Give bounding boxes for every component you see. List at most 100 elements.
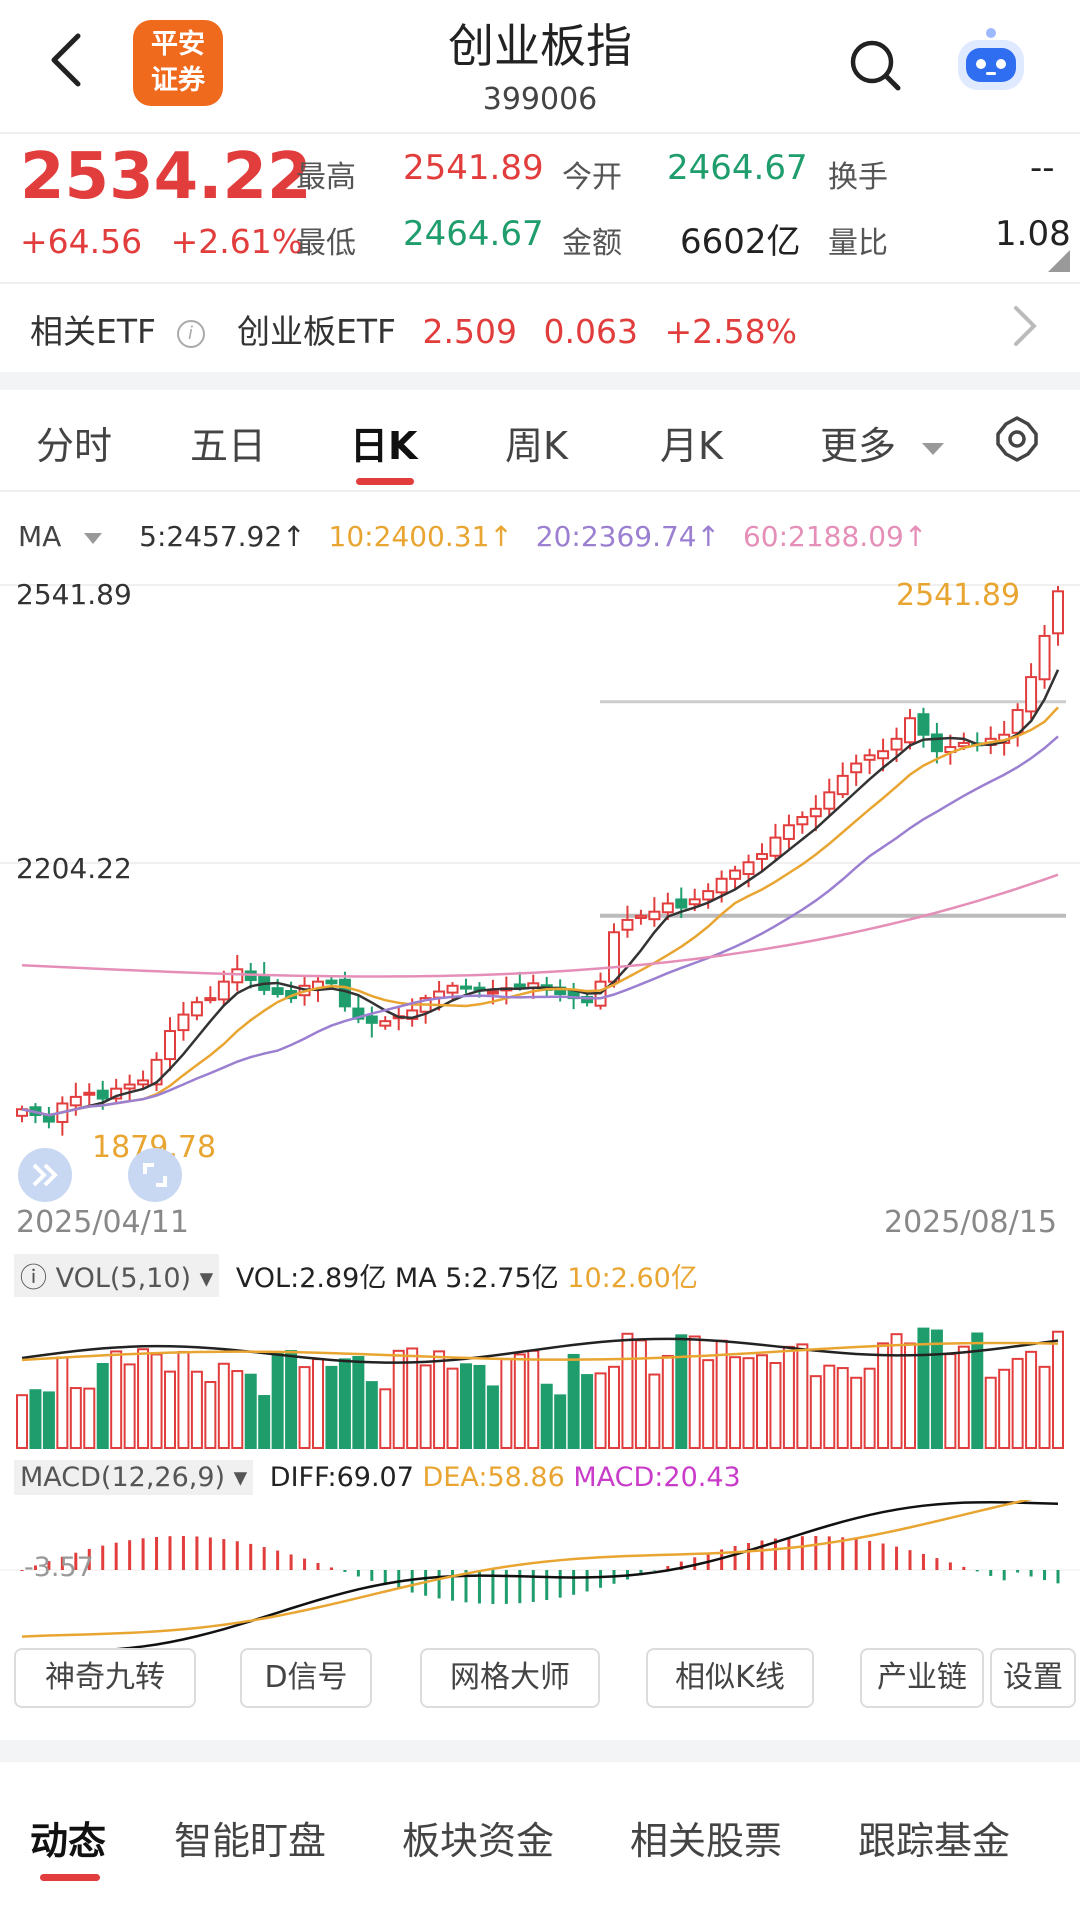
macd-indicator-selector[interactable]: MACD(12,26,9) ▾	[14, 1460, 254, 1495]
macd-histogram-bar	[141, 1538, 145, 1570]
volume-bar	[957, 1345, 970, 1449]
volume-bar	[621, 1332, 634, 1450]
high-value: 2541.89	[403, 148, 544, 188]
high-label: 最高	[296, 160, 356, 195]
macd-histogram-bar	[383, 1570, 387, 1586]
ma-selector[interactable]: MA	[18, 520, 116, 553]
etf-change: 0.063	[543, 312, 638, 351]
volume-bar	[365, 1381, 378, 1449]
chevron-right-icon[interactable]	[1010, 304, 1040, 348]
tool-similar-k[interactable]: 相似K线	[646, 1648, 814, 1708]
scroll-left-button[interactable]	[18, 1148, 72, 1202]
candle-body	[217, 980, 230, 1001]
macd-histogram-bar	[558, 1570, 562, 1598]
etf-name: 创业板ETF	[237, 312, 396, 351]
volume-bar	[392, 1349, 405, 1450]
macd-axis-value: -3.57	[24, 1552, 94, 1583]
volume-bar	[406, 1347, 419, 1450]
volume-bar	[298, 1366, 311, 1450]
ai-assistant-icon[interactable]	[952, 26, 1030, 96]
macd-histogram-bar	[114, 1542, 118, 1570]
tab-more[interactable]: 更多	[820, 415, 945, 470]
tab-tracking-funds[interactable]: 跟踪基金	[858, 1819, 1011, 1863]
volume-bar	[83, 1387, 96, 1449]
tab-five-day[interactable]: 五日	[190, 424, 267, 468]
volume-bar	[540, 1383, 553, 1449]
volume-bar	[1038, 1365, 1051, 1450]
macd-chart[interactable]	[0, 1500, 1080, 1650]
macd-histogram-bar	[168, 1536, 172, 1570]
macd-histogram-bar	[451, 1570, 455, 1601]
tab-sector-funds[interactable]: 板块资金	[402, 1819, 555, 1863]
volume-bar	[756, 1354, 768, 1450]
macd-histogram-bar	[33, 1565, 37, 1570]
ma-legend[interactable]: MA 5:2457.92↑ 10:2400.31↑ 20:2369.74↑ 60…	[18, 520, 941, 553]
tool-d-signal[interactable]: D信号	[240, 1648, 372, 1708]
volume-chart[interactable]	[0, 1300, 1080, 1450]
active-tab-indicator	[356, 478, 414, 485]
macd-histogram-bar	[975, 1570, 979, 1572]
tool-settings[interactable]: 设置	[990, 1648, 1076, 1708]
tab-news[interactable]: 动态	[30, 1819, 107, 1863]
volume-bar	[581, 1374, 594, 1449]
volume-bar	[433, 1350, 446, 1449]
open-value: 2464.67	[667, 148, 808, 188]
macd-dea-line	[21, 1500, 1033, 1638]
expand-corner-icon[interactable]	[1048, 250, 1070, 272]
volume-value: VOL:2.89亿	[235, 1263, 387, 1294]
tool-magic-nine[interactable]: 神奇九转	[14, 1648, 196, 1708]
macd-histogram-bar	[20, 1570, 24, 1571]
macd-histogram-bar	[464, 1570, 468, 1603]
ma5-value: 5:2457.92↑	[139, 520, 306, 553]
tab-intraday[interactable]: 分时	[36, 424, 113, 468]
back-arrow-icon[interactable]	[40, 30, 100, 90]
macd-histogram-bar	[881, 1543, 885, 1570]
tab-monthly-k[interactable]: 月K	[660, 424, 723, 468]
fullscreen-button[interactable]	[128, 1148, 182, 1202]
macd-value: MACD:20.43	[573, 1462, 741, 1493]
candle-body	[823, 791, 836, 810]
search-icon[interactable]	[848, 38, 902, 92]
candle-body	[675, 898, 688, 909]
volume-bar	[648, 1373, 661, 1450]
section-gap-bottom	[0, 1740, 1080, 1762]
volume-indicator-selector[interactable]: ⓘ VOL(5,10) ▾	[14, 1254, 220, 1297]
volume-bar	[338, 1358, 351, 1450]
volume-bar	[594, 1372, 607, 1449]
macd-histogram-bar	[343, 1570, 347, 1572]
volume-bar	[715, 1339, 728, 1449]
volume-bar	[29, 1389, 42, 1449]
macd-legend[interactable]: MACD(12,26,9) ▾ DIFF:69.07 DEA:58.86 MAC…	[14, 1460, 741, 1495]
volume-bar	[1052, 1330, 1064, 1449]
info-icon[interactable]: i	[176, 319, 205, 348]
volume-bar	[850, 1376, 863, 1450]
macd-histogram-bar	[356, 1570, 360, 1577]
macd-histogram-bar	[800, 1536, 804, 1570]
expand-icon	[143, 1163, 167, 1187]
macd-histogram-bar	[787, 1537, 791, 1570]
volume-ma10-line	[21, 1341, 1059, 1362]
candlestick-chart[interactable]	[0, 570, 1080, 1210]
tool-grid-master[interactable]: 网格大师	[420, 1648, 600, 1708]
macd-histogram-bar	[666, 1566, 670, 1570]
tool-industry-chain[interactable]: 产业链	[860, 1648, 984, 1708]
price-axis-mid: 2204.22	[16, 852, 132, 885]
ma10-value: 10:2400.31↑	[328, 520, 513, 553]
volume-bar	[971, 1332, 984, 1450]
tab-weekly-k[interactable]: 周K	[505, 424, 568, 468]
volume-legend[interactable]: ⓘ VOL(5,10) ▾ VOL:2.89亿 MA 5:2.75亿 10:2.…	[14, 1254, 698, 1297]
macd-histogram-bar	[814, 1536, 818, 1570]
candle-body	[769, 836, 782, 857]
tab-daily-k[interactable]: 日K	[350, 424, 418, 468]
tab-smart-watch[interactable]: 智能盯盘	[174, 1819, 327, 1863]
related-etf-row[interactable]: 相关ETF i 创业板ETF 2.509 0.063 +2.58%	[30, 305, 797, 353]
gear-icon[interactable]	[994, 416, 1040, 462]
tab-related-stocks[interactable]: 相关股票	[630, 1819, 783, 1863]
candle-body	[756, 853, 768, 860]
macd-histogram-bar	[316, 1562, 320, 1570]
macd-histogram-bar	[289, 1554, 293, 1570]
candle-body	[930, 733, 943, 753]
max-price-marker: 2541.89	[896, 578, 1021, 613]
macd-histogram-bar	[155, 1536, 159, 1570]
volume-bar	[379, 1388, 392, 1450]
